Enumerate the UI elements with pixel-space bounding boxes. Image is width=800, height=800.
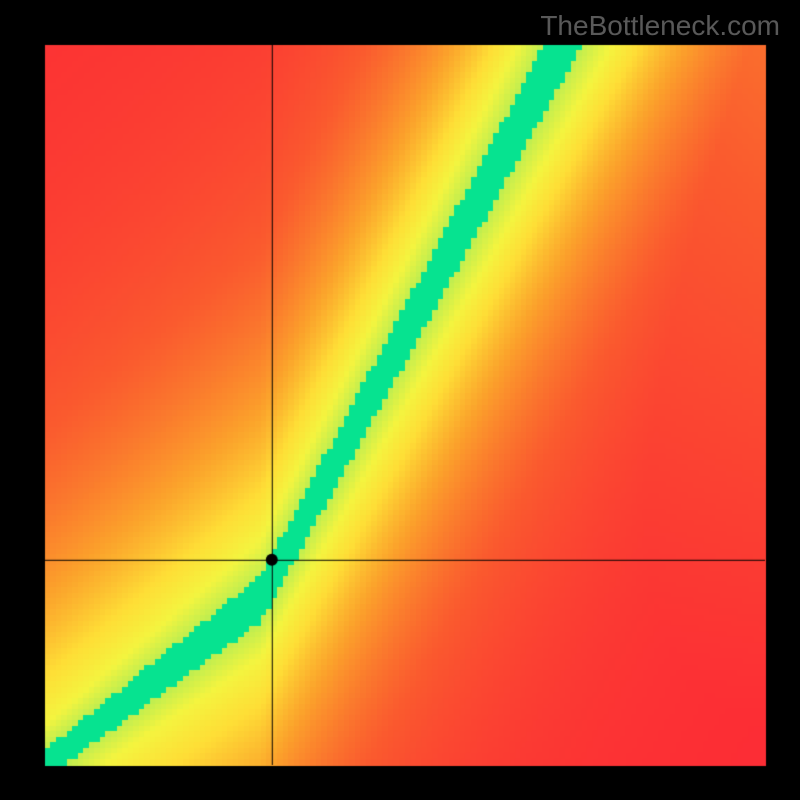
watermark-text: TheBottleneck.com [540,10,780,42]
heatmap-canvas [0,0,800,800]
